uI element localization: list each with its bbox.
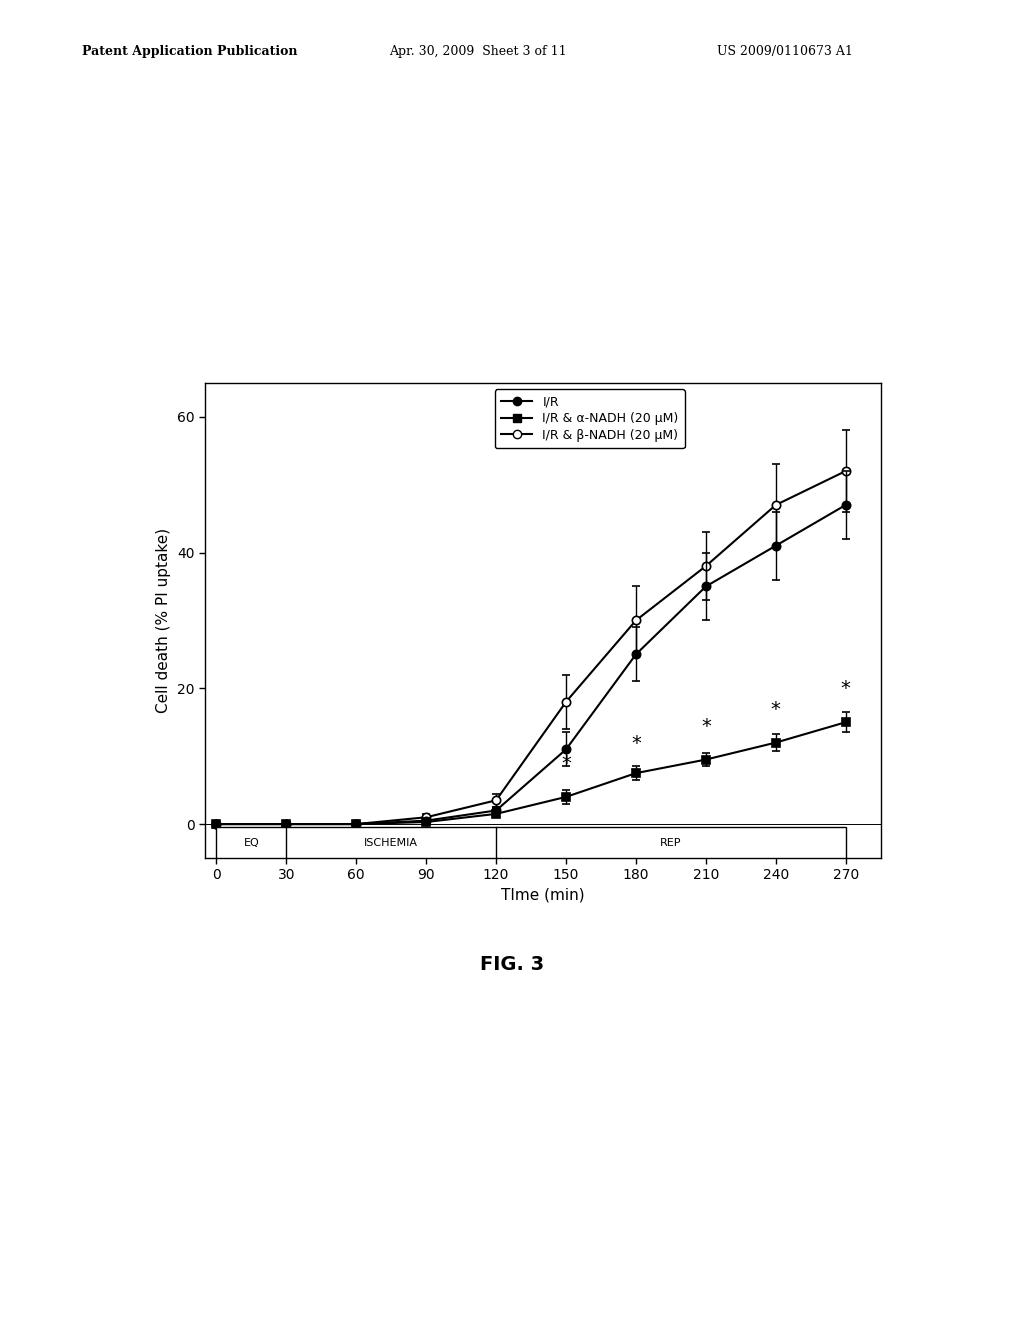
Text: *: *: [700, 717, 711, 735]
Text: EQ: EQ: [244, 838, 259, 847]
Bar: [216, 828, 846, 858]
Text: REP: REP: [660, 838, 682, 847]
Text: Patent Application Publication: Patent Application Publication: [82, 45, 297, 58]
Y-axis label: Cell death (% PI uptake): Cell death (% PI uptake): [157, 528, 171, 713]
Text: ISCHEMIA: ISCHEMIA: [365, 838, 418, 847]
Text: *: *: [631, 734, 641, 752]
Text: US 2009/0110673 A1: US 2009/0110673 A1: [717, 45, 853, 58]
Text: FIG. 3: FIG. 3: [480, 956, 544, 974]
Text: Apr. 30, 2009  Sheet 3 of 11: Apr. 30, 2009 Sheet 3 of 11: [389, 45, 566, 58]
Text: *: *: [771, 700, 780, 719]
Text: *: *: [561, 754, 571, 774]
Text: *: *: [841, 680, 851, 698]
Legend: I/R, I/R & α-NADH (20 μM), I/R & β-NADH (20 μM): I/R, I/R & α-NADH (20 μM), I/R & β-NADH …: [495, 389, 685, 447]
X-axis label: TIme (min): TIme (min): [501, 888, 585, 903]
